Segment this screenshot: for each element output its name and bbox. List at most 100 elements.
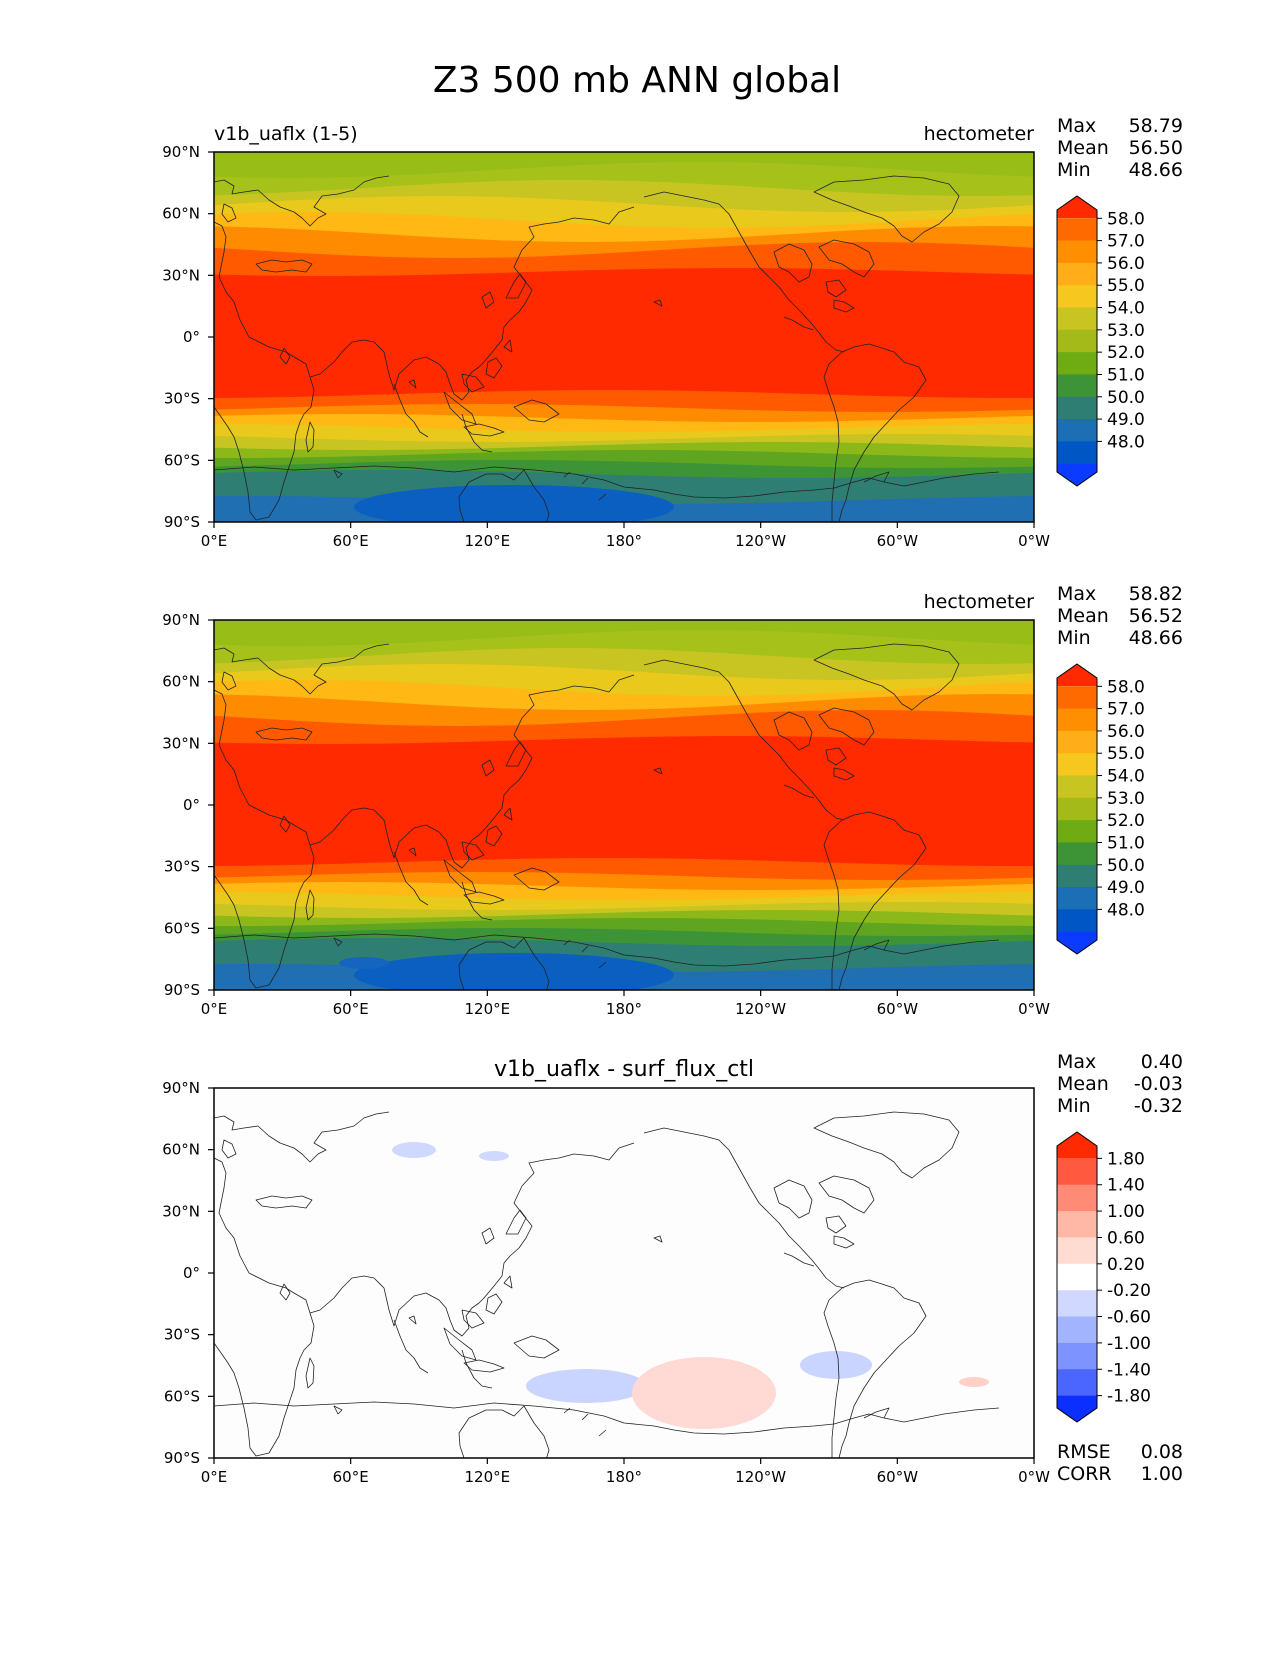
stat-label: CORR xyxy=(1057,1463,1112,1485)
stat-value: 56.52 xyxy=(1129,605,1183,627)
stat-label: Min xyxy=(1057,159,1091,181)
colorbar-segment xyxy=(1057,1184,1097,1212)
colorbar-segment xyxy=(1057,775,1097,799)
colorbar-label: 54.0 xyxy=(1107,767,1145,787)
colorbar-label: -0.60 xyxy=(1107,1308,1151,1328)
x-tick-label: 120°W xyxy=(735,1468,786,1486)
x-tick-label: 0°W xyxy=(1018,532,1050,550)
stat-value: -0.03 xyxy=(1134,1073,1183,1095)
colorbar-label: 49.0 xyxy=(1107,878,1145,898)
stat-label: Min xyxy=(1057,627,1091,649)
y-tick-label: 30°S xyxy=(164,858,200,876)
colorbar-label: 55.0 xyxy=(1107,276,1145,296)
map-area xyxy=(214,620,1034,990)
colorbar-segment xyxy=(1057,218,1097,242)
anomaly-negative xyxy=(392,1142,436,1158)
x-tick-label: 0°E xyxy=(201,532,228,550)
colorbar-segment xyxy=(1057,240,1097,264)
y-tick-label: 90°N xyxy=(162,143,200,161)
colorbar-label: 1.00 xyxy=(1107,1202,1145,1222)
colorbar-segment xyxy=(1057,1237,1097,1265)
colorbar-segment xyxy=(1057,1342,1097,1370)
colorbar-segment xyxy=(1057,1211,1097,1238)
anomaly-negative xyxy=(800,1351,872,1379)
stat-value: 48.66 xyxy=(1129,627,1183,649)
x-tick-label: 60°W xyxy=(877,1000,919,1018)
panel-units: hectometer xyxy=(924,123,1035,145)
colorbar-label: 53.0 xyxy=(1107,789,1145,809)
contour-blob xyxy=(339,957,389,969)
colorbar-label: 51.0 xyxy=(1107,365,1145,385)
y-tick-label: 60°N xyxy=(162,205,200,223)
y-tick-label: 30°S xyxy=(164,390,200,408)
colorbar-label: 56.0 xyxy=(1107,722,1145,742)
map-background xyxy=(214,1088,1034,1458)
panel-center-title: v1b_uaflx - surf_flux_ctl xyxy=(494,1057,754,1082)
y-tick-label: 0° xyxy=(183,1264,200,1282)
colorbar-segment xyxy=(1057,887,1097,910)
x-tick-label: 60°E xyxy=(333,532,369,550)
colorbar-segment xyxy=(1057,730,1097,754)
x-tick-label: 120°E xyxy=(465,1468,511,1486)
colorbar-segment xyxy=(1057,864,1097,888)
y-tick-label: 90°S xyxy=(164,1449,200,1467)
colorbar-label: 54.0 xyxy=(1107,299,1145,319)
colorbar-segment xyxy=(1057,329,1097,353)
stat-label: Max xyxy=(1057,115,1096,137)
colorbar-segment xyxy=(1057,1369,1097,1397)
x-tick-label: 60°W xyxy=(877,532,919,550)
y-tick-label: 30°N xyxy=(162,266,200,284)
colorbar-segment xyxy=(1057,374,1097,398)
contour-blob xyxy=(354,485,674,522)
y-tick-label: 90°N xyxy=(162,611,200,629)
y-tick-label: 60°S xyxy=(164,451,200,469)
y-tick-label: 30°N xyxy=(162,734,200,752)
colorbar-outline xyxy=(1056,663,1098,955)
y-tick-label: 30°N xyxy=(162,1202,200,1220)
colorbar-segment xyxy=(1057,352,1097,375)
x-tick-label: 120°W xyxy=(735,532,786,550)
panel-left-title: v1b_uaflx (1-5) xyxy=(214,123,358,145)
colorbar-segment xyxy=(1057,909,1097,933)
stat-label: RMSE xyxy=(1057,1441,1111,1463)
colorbar-segment xyxy=(1057,1316,1097,1344)
stat-value: 0.08 xyxy=(1141,1441,1183,1463)
x-tick-label: 180° xyxy=(606,1468,642,1486)
anomaly-negative xyxy=(526,1369,646,1403)
stat-value: 56.50 xyxy=(1129,137,1183,159)
anomaly-positive xyxy=(632,1357,776,1429)
colorbar-label: 52.0 xyxy=(1107,343,1145,363)
colorbar-label: -0.20 xyxy=(1107,1281,1151,1301)
stat-value: 58.82 xyxy=(1129,583,1183,605)
y-tick-label: 60°N xyxy=(162,1141,200,1159)
stat-value: -0.32 xyxy=(1134,1095,1183,1117)
colorbar-label: 58.0 xyxy=(1107,677,1145,697)
colorbar-label: 56.0 xyxy=(1107,254,1145,274)
colorbar-segment xyxy=(1057,686,1097,710)
colorbar-label: 52.0 xyxy=(1107,811,1145,831)
map-panel-1: 0°E 60°E 120°E 180° 120°W 60°W 0°W 90°N 60°N 30°N… xyxy=(162,115,1183,550)
stat-label: Mean xyxy=(1057,1073,1109,1095)
y-tick-label: 60°S xyxy=(164,919,200,937)
y-tick-label: 90°N xyxy=(162,1079,200,1097)
colorbar-segment xyxy=(1057,931,1097,954)
figure-title: Z3 500 mb ANN global xyxy=(433,60,841,101)
colorbar-segment xyxy=(1057,307,1097,331)
colorbar-label: 57.0 xyxy=(1107,700,1145,720)
x-tick-label: 180° xyxy=(606,1000,642,1018)
x-tick-label: 0°E xyxy=(201,1000,228,1018)
colorbar-segment xyxy=(1057,1263,1097,1291)
colorbar-label: 57.0 xyxy=(1107,232,1145,252)
panel-units: hectometer xyxy=(924,591,1035,613)
colorbar-label: 53.0 xyxy=(1107,321,1145,341)
colorbar-segment xyxy=(1057,196,1097,219)
anomaly-negative xyxy=(479,1151,509,1161)
stat-label: Mean xyxy=(1057,605,1109,627)
y-tick-label: 0° xyxy=(183,328,200,346)
colorbar-segment xyxy=(1057,441,1097,465)
map-panel-3: 0°E 60°E 120°E 180° 120°W 60°W 0°W 90°N 60°N 30°N… xyxy=(162,1051,1183,1486)
map-area xyxy=(214,1088,1034,1458)
x-tick-label: 0°W xyxy=(1018,1468,1050,1486)
stat-label: Max xyxy=(1057,583,1096,605)
